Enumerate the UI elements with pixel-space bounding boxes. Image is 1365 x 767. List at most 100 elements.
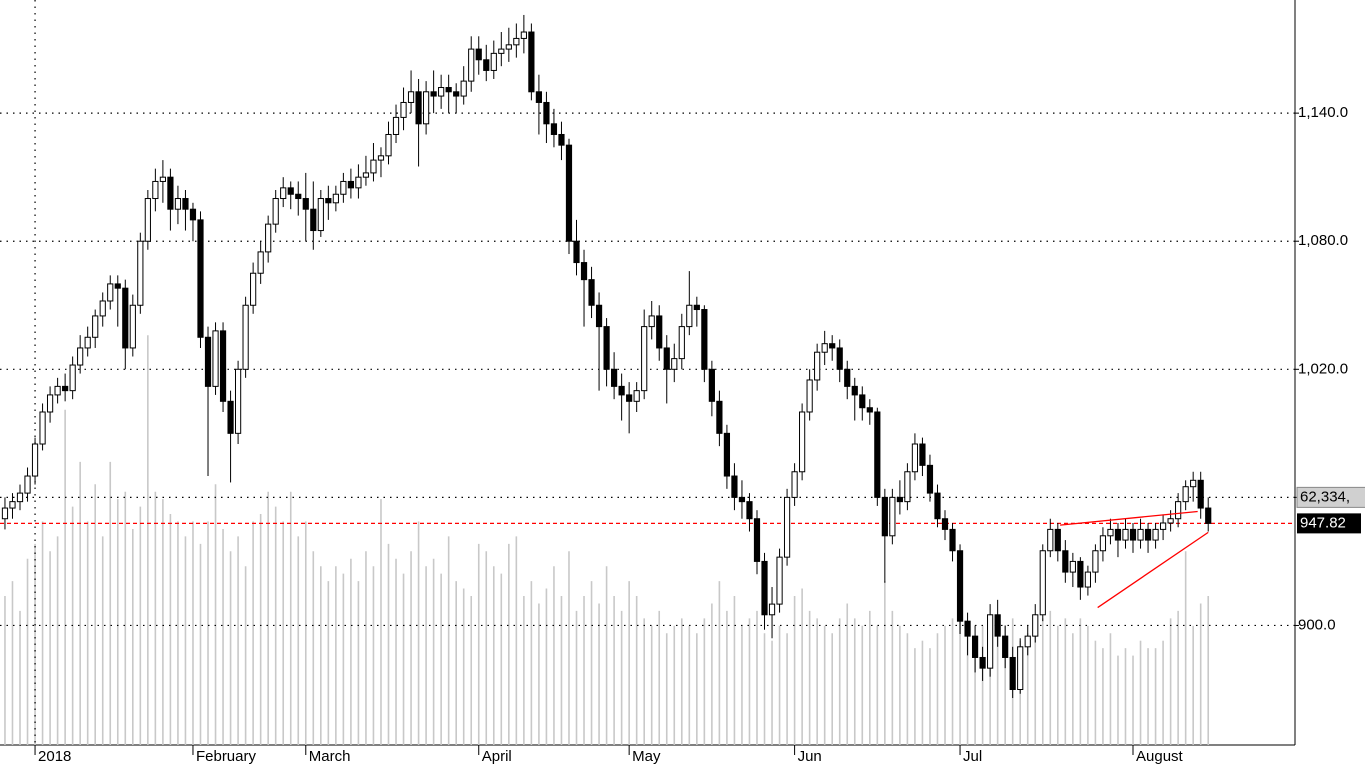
candle-body [618, 385, 625, 396]
candle-body [768, 603, 776, 616]
candle-body [1039, 550, 1046, 616]
candle-body [746, 501, 753, 520]
candle-body [204, 336, 212, 387]
candle-body [347, 180, 354, 189]
candle-body [445, 87, 452, 93]
volume-label: 62,334, [1300, 488, 1350, 505]
candle-body [114, 283, 121, 289]
candle-body [460, 80, 467, 97]
candle-body [656, 315, 663, 349]
candle-body [896, 496, 903, 503]
candle-body [325, 198, 332, 204]
candle-body [1099, 535, 1107, 552]
candle-body [520, 31, 527, 39]
candle-body [430, 91, 437, 97]
candle-body [934, 492, 941, 520]
candle-body [362, 172, 370, 178]
trendline [1097, 531, 1209, 609]
candle-body [174, 198, 182, 210]
candle-body [987, 614, 994, 669]
candle-body [1144, 528, 1152, 541]
candle-body [468, 48, 475, 82]
candle-body [505, 44, 512, 50]
candle-body [392, 116, 400, 135]
candle-body [144, 198, 151, 242]
candle-body [1122, 528, 1129, 541]
candle-body [791, 471, 798, 498]
candle-body [475, 48, 482, 61]
candle-body [407, 91, 415, 103]
x-tick-label: March [309, 748, 351, 765]
candle-body [1047, 528, 1054, 552]
candle-body [611, 368, 618, 387]
candle-body [242, 304, 249, 370]
candle-body [535, 91, 543, 103]
candle-body [1167, 518, 1174, 524]
candle-body [904, 471, 911, 503]
x-tick-label: 2018 [38, 748, 71, 765]
candle-body [1092, 550, 1099, 573]
y-tick-label: 1,140.0 [1298, 104, 1348, 121]
last-price-box [1297, 513, 1361, 534]
candle-body [385, 133, 392, 157]
candle-body [1190, 479, 1197, 488]
candle-body [423, 91, 430, 125]
candle-body [24, 475, 31, 494]
candle-body [1024, 635, 1031, 648]
candle-body [926, 464, 934, 494]
candle-body [603, 326, 610, 370]
candle-body [152, 180, 159, 200]
candle-body [723, 432, 731, 477]
candle-body [678, 326, 685, 360]
candle-body [1032, 614, 1039, 637]
candle-body [859, 394, 866, 409]
candle-body [550, 123, 558, 135]
candle-body [543, 101, 550, 125]
candle-body [648, 315, 655, 328]
candle-body [189, 208, 197, 221]
candle-body [1054, 528, 1061, 552]
candle-body [979, 656, 986, 669]
candle-body [272, 198, 279, 225]
candle-body [851, 385, 858, 396]
candle-body [250, 272, 257, 306]
candle-body [257, 251, 264, 274]
candle-body [1205, 507, 1212, 524]
x-tick-label: April [482, 748, 512, 765]
candle-body [949, 528, 956, 552]
candle-body [1069, 560, 1076, 573]
candle-body [182, 198, 189, 210]
candle-body [821, 343, 828, 353]
candle-body [227, 400, 234, 434]
candle-body [377, 155, 385, 161]
candle-body [693, 304, 700, 311]
candle-body [1009, 656, 1016, 690]
x-tick-label: August [1136, 748, 1184, 765]
candle-body [738, 496, 746, 503]
candle-body [212, 330, 219, 387]
candle-body [1017, 646, 1024, 690]
candle-body [287, 187, 294, 195]
candle-body [1182, 486, 1189, 503]
last-price-label: 947.82 [1300, 514, 1346, 531]
candle-body [588, 279, 595, 306]
candle-body [836, 347, 843, 370]
candle-body [1107, 528, 1114, 537]
candle-body [1137, 528, 1144, 541]
candle-body [806, 379, 813, 413]
candle-body [77, 347, 84, 366]
candle-body [159, 176, 166, 182]
candle-body [122, 287, 129, 349]
candle-body [881, 496, 888, 537]
candle-body [219, 330, 227, 402]
candle-body [626, 394, 633, 402]
candle-body [911, 443, 919, 473]
candle-body [317, 198, 324, 232]
candle-body [415, 91, 422, 125]
candle-body [302, 198, 309, 210]
candle-body [99, 300, 106, 317]
candle-body [483, 59, 490, 71]
candle-body [265, 223, 272, 253]
x-tick-label: Jul [963, 748, 982, 765]
